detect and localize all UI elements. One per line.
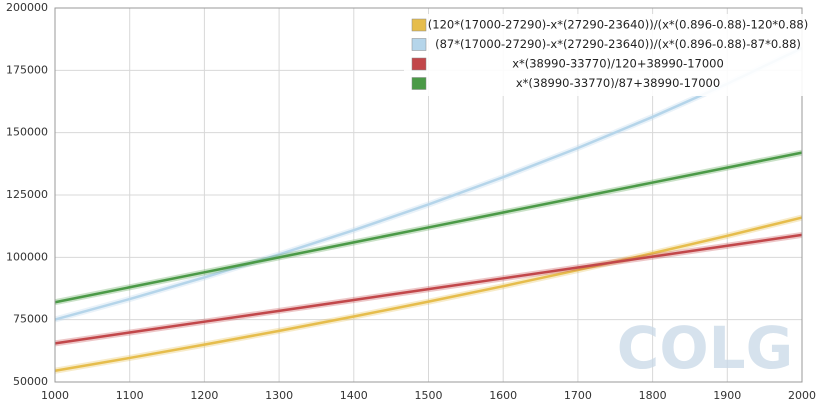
line xyxy=(54,233,803,345)
y-tick-label: 125000 xyxy=(6,188,48,201)
y-tick-label: 150000 xyxy=(6,126,48,139)
y-tick-label: 100000 xyxy=(6,250,48,263)
x-tick-label: 1300 xyxy=(265,389,293,402)
line xyxy=(54,46,803,321)
x-tick-label: 2000 xyxy=(788,389,816,402)
x-tick-label: 1200 xyxy=(190,389,218,402)
x-tick-label: 1600 xyxy=(489,389,517,402)
x-tick-label: 1000 xyxy=(41,389,69,402)
legend-swatch xyxy=(411,38,427,51)
line xyxy=(54,216,803,372)
y-tick-label: 50000 xyxy=(13,375,48,388)
y-tick-label: 75000 xyxy=(13,313,48,326)
watermark: COLG xyxy=(617,314,793,382)
y-tick-label: 200000 xyxy=(6,1,48,14)
line xyxy=(54,151,803,304)
x-tick-label: 1500 xyxy=(415,389,443,402)
x-tick-label: 1700 xyxy=(564,389,592,402)
x-tick-label: 1900 xyxy=(713,389,741,402)
legend-swatch xyxy=(411,77,427,90)
legend-label: x*(38990-33770)/87+38990-17000 xyxy=(516,76,720,90)
x-tick-label: 1100 xyxy=(116,389,144,402)
x-tick-label: 1400 xyxy=(340,389,368,402)
plot-frame xyxy=(54,7,803,383)
y-tick-label: 175000 xyxy=(6,63,48,76)
legend-box xyxy=(404,14,808,96)
legend-swatch xyxy=(411,18,427,32)
legend: (120*(17000-27290)-x*(27290-23640))/(x*(… xyxy=(404,14,808,96)
legend-label: x*(38990-33770)/120+38990-17000 xyxy=(512,57,724,71)
legend-label: (120*(17000-27290)-x*(27290-23640))/(x*(… xyxy=(428,18,808,32)
legend-label: (87*(17000-27290)-x*(27290-23640))/(x*(0… xyxy=(435,37,801,51)
legend-swatch xyxy=(411,57,427,71)
x-tick-label: 1800 xyxy=(639,389,667,402)
